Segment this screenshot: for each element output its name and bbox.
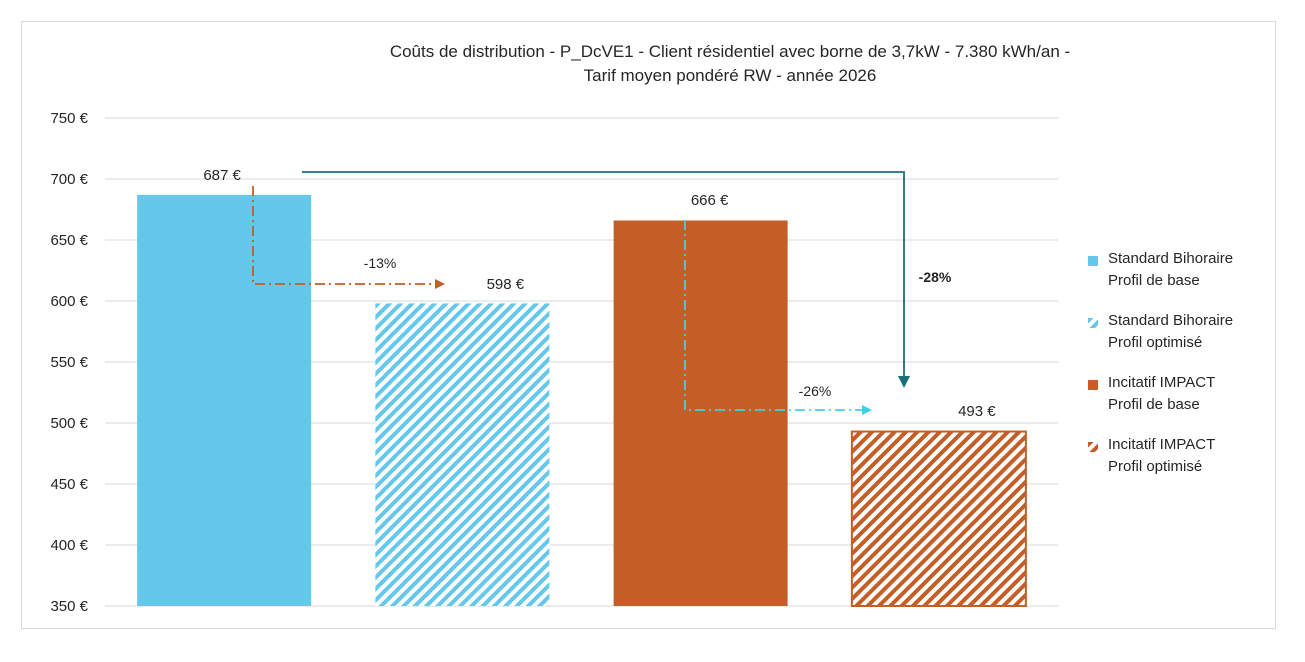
- y-tick-label: 700 €: [50, 171, 88, 188]
- bar: [137, 194, 312, 607]
- annotation-label: -13%: [364, 255, 397, 271]
- chart-title-line-1: Coûts de distribution - P_DcVE1 - Client…: [389, 42, 1071, 61]
- arrow-annotation: [302, 171, 910, 388]
- bar: [375, 303, 550, 606]
- annotation-label: -26%: [799, 383, 832, 399]
- legend-label-line1: Incitatif IMPACT: [1108, 374, 1216, 391]
- legend-swatch-standard-optimized: [1088, 318, 1098, 328]
- legend-label-line2: Profil de base: [1108, 272, 1200, 289]
- value-labels: 687 € 598 € 666 € 493 €: [203, 167, 996, 420]
- legend-item-standard-optimized: Standard Bihoraire Profil optimisé: [1088, 312, 1288, 372]
- legend: Standard Bihoraire Profil de base Standa…: [1088, 250, 1288, 498]
- legend-item-impact-base: Incitatif IMPACT Profil de base: [1088, 374, 1288, 434]
- legend-label-line1: Incitatif IMPACT: [1108, 436, 1216, 453]
- data-label: 493 €: [958, 403, 996, 420]
- y-tick-label: 500 €: [50, 415, 88, 432]
- data-label: 687 €: [203, 167, 241, 184]
- y-tick-label: 400 €: [50, 537, 88, 554]
- data-label: 666 €: [691, 192, 729, 209]
- legend-label-line1: Standard Bihoraire: [1108, 312, 1234, 329]
- bar: [613, 220, 788, 607]
- annotation-arrows: -13% -26% -28%: [252, 171, 952, 415]
- y-tick-label: 650 €: [50, 232, 88, 249]
- annotation-label: -28%: [919, 269, 952, 285]
- y-tick-label: 550 €: [50, 354, 88, 371]
- chart-title-line-2: Tarif moyen pondéré RW - année 2026: [583, 66, 877, 85]
- arrow-annotation: [252, 186, 445, 289]
- legend-label-line2: Profil de base: [1108, 396, 1200, 413]
- y-tick-label: 600 €: [50, 293, 88, 310]
- y-tick-label: 450 €: [50, 476, 88, 493]
- legend-label-line2: Profil optimisé: [1108, 334, 1203, 351]
- legend-item-impact-optimized: Incitatif IMPACT Profil optimisé: [1088, 436, 1288, 496]
- y-tick-label: 350 €: [50, 598, 88, 615]
- legend-label-line2: Profil optimisé: [1108, 458, 1203, 475]
- bars: [137, 194, 1027, 608]
- legend-swatch-impact-optimized: [1088, 442, 1098, 452]
- y-axis-ticks: 350 € 400 € 450 € 500 € 550 € 600 € 650 € 700 €…: [50, 110, 88, 615]
- bar: [850, 430, 1027, 608]
- legend-label-line1: Standard Bihoraire: [1108, 250, 1234, 267]
- y-tick-label: 750 €: [50, 110, 88, 127]
- data-label: 598 €: [487, 276, 525, 293]
- legend-swatch-standard-base: [1088, 256, 1098, 266]
- legend-item-standard-base: Standard Bihoraire Profil de base: [1088, 250, 1288, 310]
- legend-swatch-impact-base: [1088, 380, 1098, 390]
- arrow-annotation: [684, 220, 872, 415]
